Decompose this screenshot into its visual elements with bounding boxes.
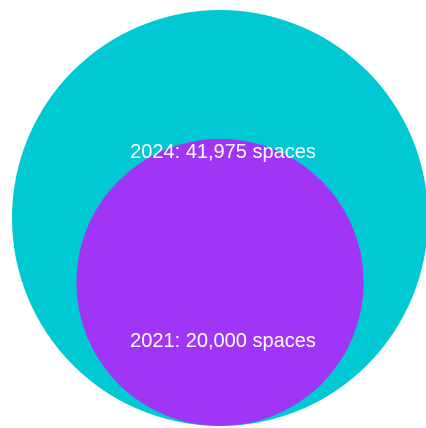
bubble-2021 [76,138,364,427]
bubble-label-2021: 2021: 20,000 spaces [130,330,316,352]
bubble-label-2024: 2024: 41,975 spaces [130,141,316,163]
